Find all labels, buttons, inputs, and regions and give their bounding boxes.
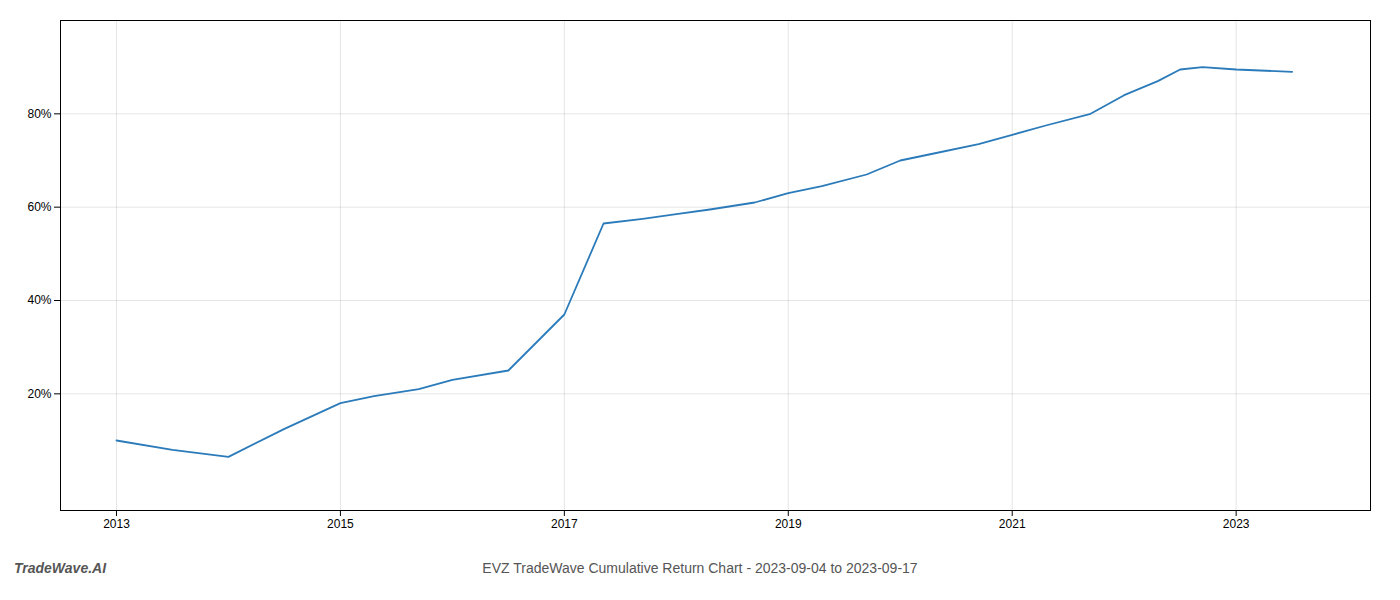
svg-text:2021: 2021 [999, 517, 1026, 531]
svg-text:60%: 60% [27, 200, 51, 214]
svg-text:2015: 2015 [327, 517, 354, 531]
html-text:EVZ TradeWave Cumulative Retur: EVZ TradeWave Cumulative Return Chart - … [482, 560, 918, 576]
svg-text:20%: 20% [27, 387, 51, 401]
svg-text:2017: 2017 [551, 517, 578, 531]
svg-text:2013: 2013 [103, 517, 130, 531]
svg-text:2019: 2019 [775, 517, 802, 531]
svg-text:2023: 2023 [1223, 517, 1250, 531]
svg-text:40%: 40% [27, 293, 51, 307]
html-text:TradeWave.AI: TradeWave.AI [14, 560, 107, 576]
svg-text:80%: 80% [27, 107, 51, 121]
